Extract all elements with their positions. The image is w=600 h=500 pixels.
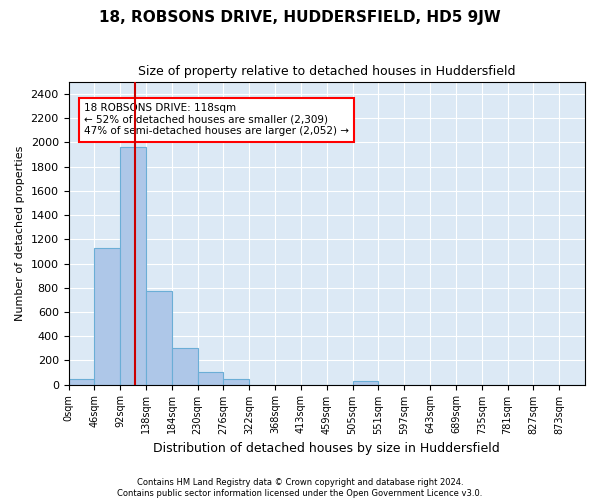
Bar [353, 381, 379, 384]
Bar [94, 248, 120, 384]
Bar [146, 292, 172, 384]
Bar [172, 348, 197, 384]
Text: 18, ROBSONS DRIVE, HUDDERSFIELD, HD5 9JW: 18, ROBSONS DRIVE, HUDDERSFIELD, HD5 9JW [99, 10, 501, 25]
X-axis label: Distribution of detached houses by size in Huddersfield: Distribution of detached houses by size … [154, 442, 500, 455]
Bar [120, 148, 146, 384]
Y-axis label: Number of detached properties: Number of detached properties [15, 146, 25, 321]
Text: Contains HM Land Registry data © Crown copyright and database right 2024.
Contai: Contains HM Land Registry data © Crown c… [118, 478, 482, 498]
Bar [223, 378, 249, 384]
Bar [197, 372, 223, 384]
Text: 18 ROBSONS DRIVE: 118sqm
← 52% of detached houses are smaller (2,309)
47% of sem: 18 ROBSONS DRIVE: 118sqm ← 52% of detach… [84, 103, 349, 136]
Title: Size of property relative to detached houses in Huddersfield: Size of property relative to detached ho… [138, 65, 515, 78]
Bar [68, 378, 94, 384]
